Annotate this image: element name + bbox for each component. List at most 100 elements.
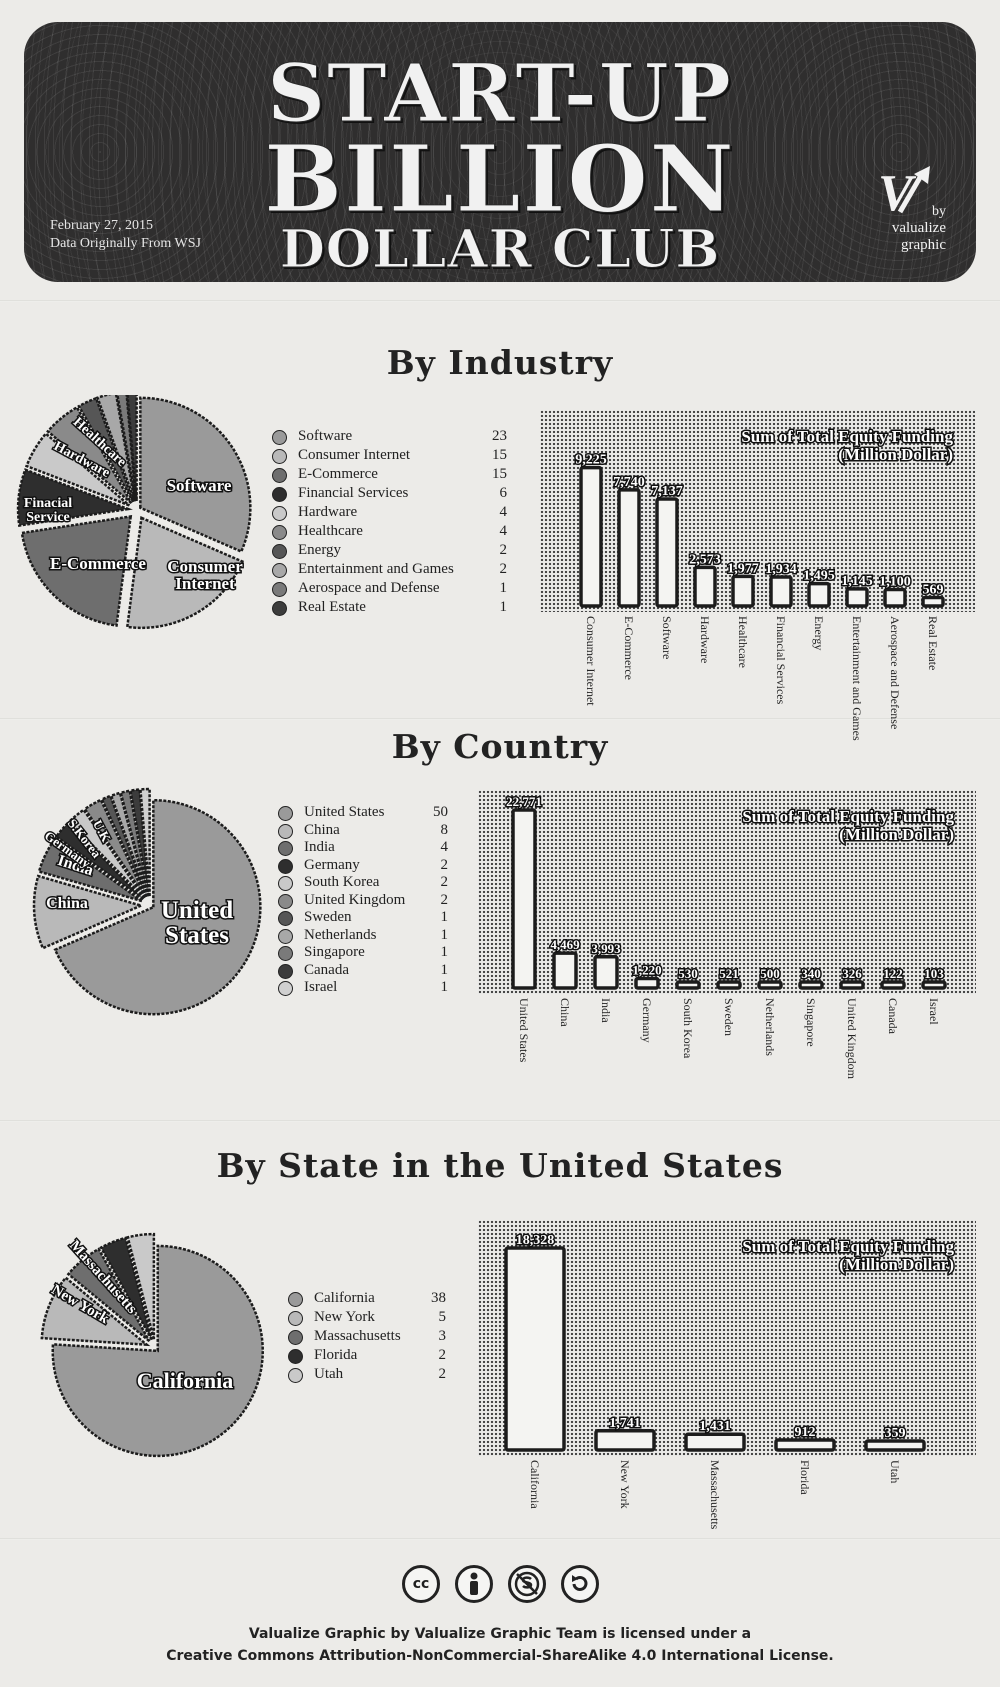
legend-item-united-states: United States 50 <box>278 804 448 822</box>
legend-label: Real Estate <box>298 599 366 615</box>
legend-item-sweden: Sweden 1 <box>278 909 448 927</box>
legend-item-consumer-internet: Consumer Internet 15 <box>272 447 507 465</box>
section-title-industry: By Industry <box>386 343 614 382</box>
legend-swatch <box>278 823 293 839</box>
legend-item-south-korea: South Korea 2 <box>278 874 448 892</box>
bar-value-germany: 1,220 <box>632 962 661 977</box>
legend-label: Utah <box>314 1366 344 1382</box>
pie-label-china: China <box>46 895 88 912</box>
bar-category-california: California <box>528 1460 542 1509</box>
legend-swatch <box>278 981 293 996</box>
brand-arrow-icon <box>897 166 930 214</box>
brand-check-icon: V <box>878 165 913 222</box>
bar-category-energy: Energy <box>812 616 826 650</box>
bar-category-real-estate: Real Estate <box>926 616 940 670</box>
legend-count: 8 <box>440 821 449 838</box>
bar-category-florida: Florida <box>798 1460 812 1495</box>
pie-slice-financial-services <box>16 468 133 527</box>
bar-category-south-korea: South Korea <box>681 998 695 1059</box>
bar-israel <box>921 980 947 990</box>
legend-label: Hardware <box>298 504 358 520</box>
pie-slice-south-korea <box>67 808 146 899</box>
bar-chart-title: Sum of Total Equity Funding (Million Doll… <box>742 807 954 844</box>
bar-category-sweden: Sweden <box>722 998 736 1036</box>
title-line-3: DOLLAR CLUB <box>279 219 721 280</box>
legend-swatch <box>278 858 293 874</box>
legend-item-india: India 4 <box>278 839 448 857</box>
pie-slice-china <box>32 874 145 950</box>
state-bar-chart: Sum of Total Equity Funding (Million Doll… <box>478 1220 976 1530</box>
legend-swatch <box>272 430 287 445</box>
bar-value-e-commerce: 7,740 <box>613 475 645 490</box>
legend-label: Israel <box>304 979 338 995</box>
cc-icon: cc <box>402 1565 440 1603</box>
legend-label: Florida <box>314 1347 358 1363</box>
legend-swatch <box>272 582 287 597</box>
legend-item-germany: Germany 2 <box>278 857 448 875</box>
legend-item-real-estate: Real Estate 1 <box>272 599 507 617</box>
legend-label: China <box>304 821 340 838</box>
bar-california <box>504 1246 566 1452</box>
section-title-state: By State in the United States <box>216 1146 784 1185</box>
legend-item-singapore: Singapore 1 <box>278 944 448 962</box>
legend-swatch <box>272 506 287 521</box>
pie-slice-real-estate <box>126 395 138 502</box>
bar-canada <box>880 980 906 990</box>
bar-e-commerce <box>617 488 641 608</box>
bar-financial-services <box>769 575 793 608</box>
bar-value-china: 4,469 <box>550 937 580 952</box>
bar-category-entertainment-and-games: Entertainment and Games <box>850 616 864 741</box>
bar-category-netherlands: Netherlands <box>763 998 777 1056</box>
legend-count: 5 <box>438 1309 447 1325</box>
license-line-2: Creative Commons Attribution-NonCommerci… <box>166 1648 834 1664</box>
bar-category-utah: Utah <box>888 1460 902 1483</box>
legend-label: India <box>304 839 335 855</box>
bar-massachusetts <box>684 1432 746 1452</box>
legend-count: 1 <box>440 961 449 978</box>
pie-slice-united-states <box>53 798 262 1016</box>
bar-value-energy: 1,495 <box>803 569 835 584</box>
pie-slice-consumer-internet <box>125 516 245 630</box>
legend-label: Massachusetts <box>314 1328 401 1344</box>
legend-count: 2 <box>440 856 449 873</box>
legend-item-utah: Utah 2 <box>288 1366 446 1384</box>
noncommercial-icon <box>508 1565 546 1603</box>
legend-count: 6 <box>499 485 508 501</box>
bar-value-india: 3,993 <box>591 941 621 956</box>
pie-label-financial-services: Finacial Service <box>24 496 72 525</box>
bar-value-new-york: 1,741 <box>609 1416 641 1431</box>
legend-swatch <box>278 963 293 979</box>
sharealike-icon <box>561 1565 599 1603</box>
legend-count: 2 <box>438 1347 447 1363</box>
pie-label-united-states: United States <box>161 897 233 949</box>
legend-item-healthcare: Healthcare 4 <box>272 523 507 541</box>
pie-slice-massachusetts <box>66 1247 151 1343</box>
bar-category-healthcare: Healthcare <box>736 616 750 668</box>
legend-label: Sweden <box>304 909 352 925</box>
legend-item-california: California 38 <box>288 1290 446 1308</box>
bar-category-massachusetts: Massachusetts <box>708 1460 722 1530</box>
title-line-1: START-UP <box>267 46 733 140</box>
legend-count: 15 <box>492 447 507 463</box>
legend-label: South Korea <box>304 874 380 890</box>
legend-count: 1 <box>440 944 449 960</box>
state-legend: California 38 New York 5 Massachusetts 3 Flori… <box>288 1290 446 1390</box>
legend-label: Canada <box>304 961 349 978</box>
title-line-2: BILLION <box>264 125 736 233</box>
publish-date: February 27, 2015 <box>50 218 154 233</box>
bar-category-hardware: Hardware <box>698 616 712 663</box>
legend-count: 1 <box>499 599 508 615</box>
pie-slice-e-commerce <box>20 514 133 627</box>
pie-label-california: California <box>137 1368 234 1393</box>
bar-china <box>552 951 578 990</box>
legend-count: 50 <box>433 804 448 820</box>
brand-name-1: valualize <box>891 220 946 236</box>
bar-category-software: Software <box>660 616 674 659</box>
pie-label-software: Software <box>167 476 232 495</box>
bar-value-software: 7,137 <box>651 484 683 499</box>
bar-value-florida: 912 <box>795 1425 816 1440</box>
header-banner: START-UP BILLION DOLLAR CLUB February 27… <box>24 22 976 282</box>
legend-swatch <box>278 911 293 926</box>
bar-category-india: India <box>599 998 613 1023</box>
